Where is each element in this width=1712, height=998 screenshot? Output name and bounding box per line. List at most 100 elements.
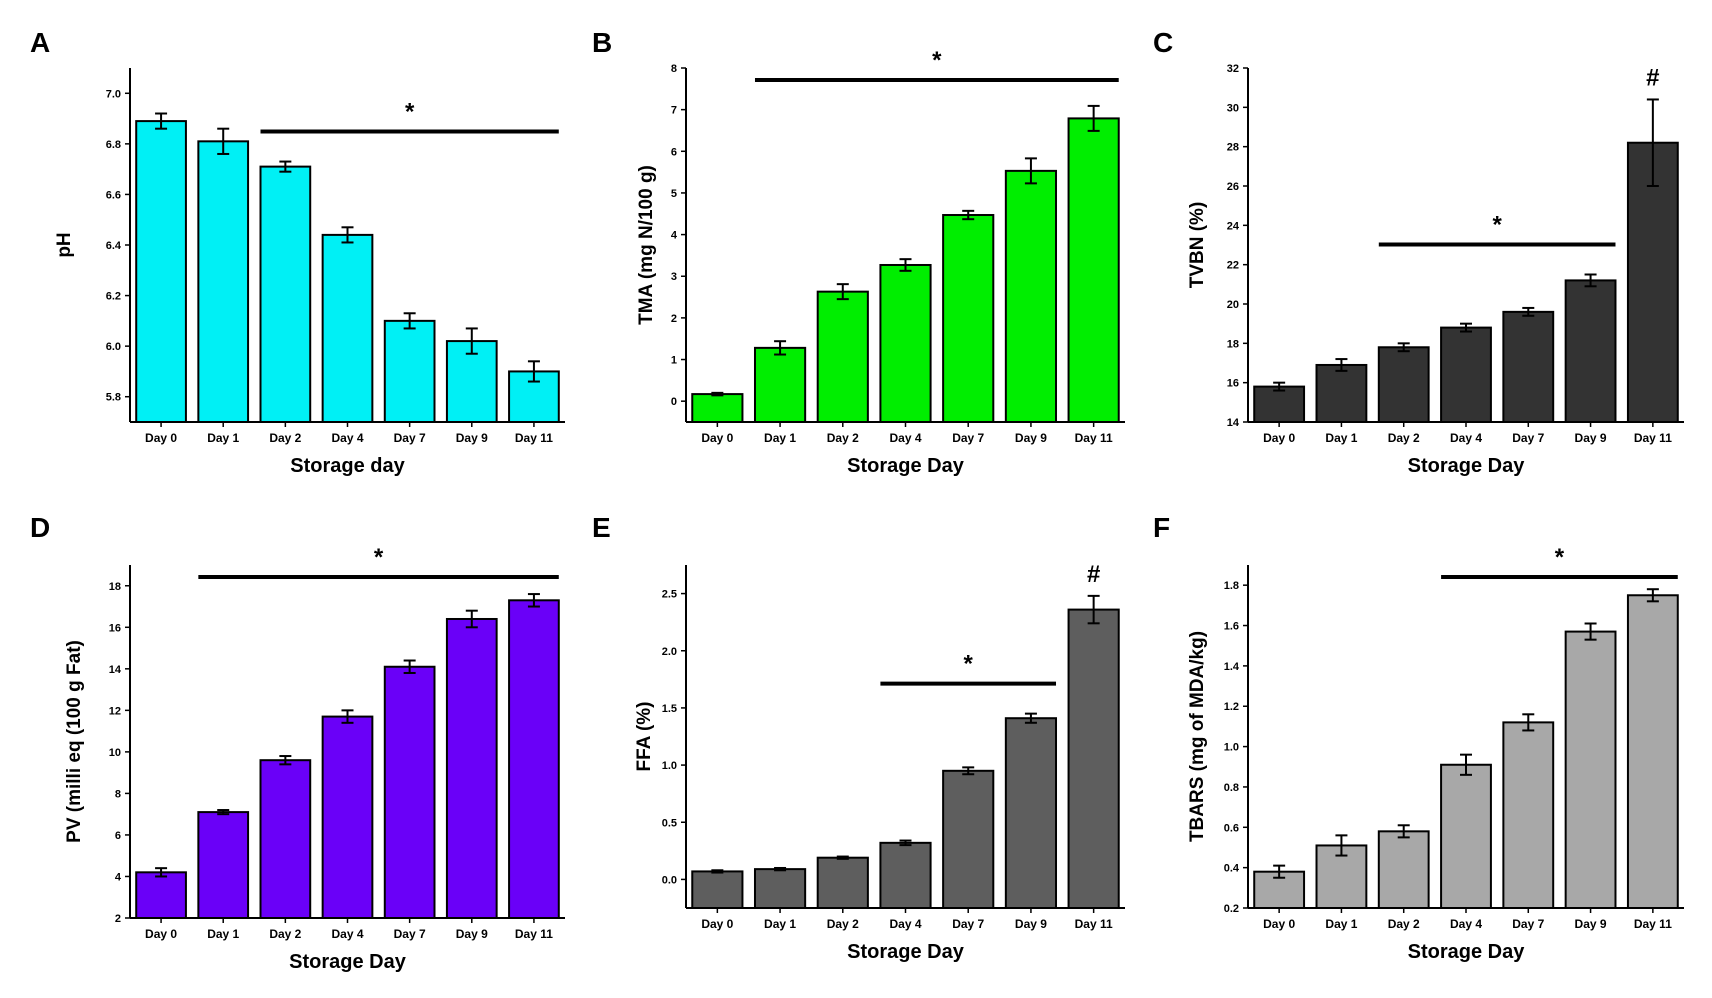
x-tick-label: Day 7 (952, 431, 984, 445)
x-tick-label: Day 1 (207, 431, 239, 445)
y-axis-title: PV (milli eq (100 g Fat) (64, 640, 85, 843)
x-tick-label: Day 7 (394, 431, 426, 445)
significance-marker: * (932, 47, 942, 74)
bar (1377, 830, 1430, 909)
x-tick-label: Day 0 (145, 927, 177, 941)
error-bar (1460, 753, 1472, 776)
error-bar (1460, 322, 1472, 333)
significance-marker: # (1087, 561, 1100, 588)
y-tick-label: 6.0 (106, 341, 121, 353)
y-tick-label: 4 (115, 871, 122, 883)
x-tick-label: Day 2 (1388, 917, 1420, 931)
error-bar (465, 327, 478, 355)
y-tick-label: 1.2 (1224, 701, 1239, 713)
error-bar (774, 866, 787, 872)
y-tick-label: 6.2 (106, 291, 121, 303)
y-tick-label: 14 (109, 664, 122, 676)
y-axis-title: TBARS (mg of MDA/kg) (1187, 631, 1208, 842)
y-tick-label: 12 (109, 705, 121, 717)
x-tick-label: Day 9 (456, 431, 488, 445)
error-bar (962, 766, 975, 776)
x-tick-label: Day 2 (827, 431, 859, 445)
error-bar (1024, 157, 1037, 185)
y-tick-label: 2.0 (662, 646, 677, 658)
y-tick-label: 7 (671, 105, 677, 117)
y-tick-label: 26 (1227, 181, 1239, 193)
x-tick-label: Day 9 (1575, 431, 1607, 445)
y-tick-label: 1.5 (662, 703, 677, 715)
error-bar (1335, 834, 1348, 857)
y-tick-label: 6 (115, 830, 121, 842)
x-tick-label: Day 11 (1634, 431, 1672, 445)
bar (259, 759, 312, 919)
panel-letter: D (30, 512, 50, 543)
y-tick-label: 2.5 (662, 589, 677, 601)
x-axis-title: Storage Day (1408, 455, 1526, 477)
panel-letter: C (1153, 27, 1173, 58)
bar (816, 290, 869, 424)
y-tick-label: 1.0 (662, 760, 677, 772)
x-tick-label: Day 9 (456, 927, 488, 941)
error-bar (217, 809, 230, 816)
bar (1564, 279, 1617, 423)
x-tick-label: Day 11 (1075, 431, 1113, 445)
chart-panel-e: E 0.0 0.5 1.0 1.5 2.0 2.5 Day 0 Day 1 Day 2 Day 4 D… (592, 512, 1125, 963)
x-tick-label: Day 11 (515, 431, 553, 445)
y-tick-label: 20 (1227, 299, 1239, 311)
x-tick-label: Day 2 (1388, 431, 1420, 445)
x-tick-label: Day 2 (827, 917, 859, 931)
y-tick-label: 16 (109, 622, 121, 634)
chart-panel-f: F 0.2 0.4 0.6 0.8 1.0 1.2 1.4 1.6 1.8 Day 0 Day 1 Da… (1153, 512, 1684, 963)
y-tick-label: 1.4 (1224, 661, 1240, 673)
bar (1440, 326, 1492, 424)
x-tick-label: Day 7 (1512, 917, 1544, 931)
chart-panel-c: C 14 16 18 20 22 24 26 28 30 32 Day 0 Day 1 Day 2 Day … (1153, 27, 1684, 477)
y-tick-label: 28 (1227, 142, 1239, 154)
error-bar (1397, 342, 1410, 353)
error-bar (1522, 713, 1535, 732)
y-tick-label: 30 (1227, 102, 1239, 114)
error-bar (1522, 306, 1535, 317)
x-tick-label: Day 0 (145, 431, 177, 445)
error-bar (899, 258, 912, 272)
y-tick-label: 4 (671, 230, 678, 242)
y-tick-label: 5 (671, 188, 677, 200)
error-bar (217, 127, 230, 155)
error-bar (1397, 824, 1410, 839)
y-tick-label: 18 (109, 581, 121, 593)
error-bar (1087, 594, 1100, 625)
x-tick-label: Day 4 (331, 927, 363, 941)
bar (321, 715, 374, 919)
panel-letter: F (1153, 512, 1170, 543)
chart-panel-d: D 2 4 6 8 10 12 14 16 18 Day 0 Day 1 Day 2 Day 4 Day 7… (30, 512, 565, 973)
bar (1626, 594, 1679, 909)
x-tick-label: Day 7 (1512, 431, 1544, 445)
bar (197, 811, 250, 919)
bar (816, 856, 869, 910)
y-tick-label: 6.8 (106, 139, 121, 151)
x-tick-label: Day 11 (1634, 917, 1672, 931)
error-bar (1646, 98, 1659, 187)
chart-panel-b: B 0 1 2 3 4 5 6 7 8 Day 0 Day 1 Day 2 Day 4 Day 7 Day 9… (592, 27, 1125, 477)
significance-marker: * (405, 99, 415, 126)
error-bar (527, 593, 540, 608)
chart-panel-a: A 5.8 6.0 6.2 6.4 6.6 6.8 7.0 Day 0 Day 1 Day 2 Day… (30, 27, 565, 477)
error-bar (403, 312, 416, 330)
y-tick-label: 8 (115, 788, 121, 800)
error-bar (1646, 588, 1659, 603)
y-axis-title: FFA (%) (634, 701, 655, 771)
y-tick-label: 1.6 (1224, 621, 1239, 633)
y-tick-label: 0.8 (1224, 782, 1239, 794)
y-axis-title: TMA (mg N/100 g) (636, 165, 657, 325)
bar (197, 140, 250, 423)
y-tick-label: 0.4 (1224, 863, 1240, 875)
y-tick-label: 16 (1227, 378, 1239, 390)
error-bar (155, 867, 168, 878)
bar (321, 233, 374, 423)
x-tick-label: Day 4 (889, 431, 921, 445)
error-bar (1584, 622, 1597, 641)
bar (753, 346, 807, 423)
x-tick-label: Day 4 (889, 917, 921, 931)
error-bar (1584, 273, 1597, 288)
bar (753, 868, 807, 909)
